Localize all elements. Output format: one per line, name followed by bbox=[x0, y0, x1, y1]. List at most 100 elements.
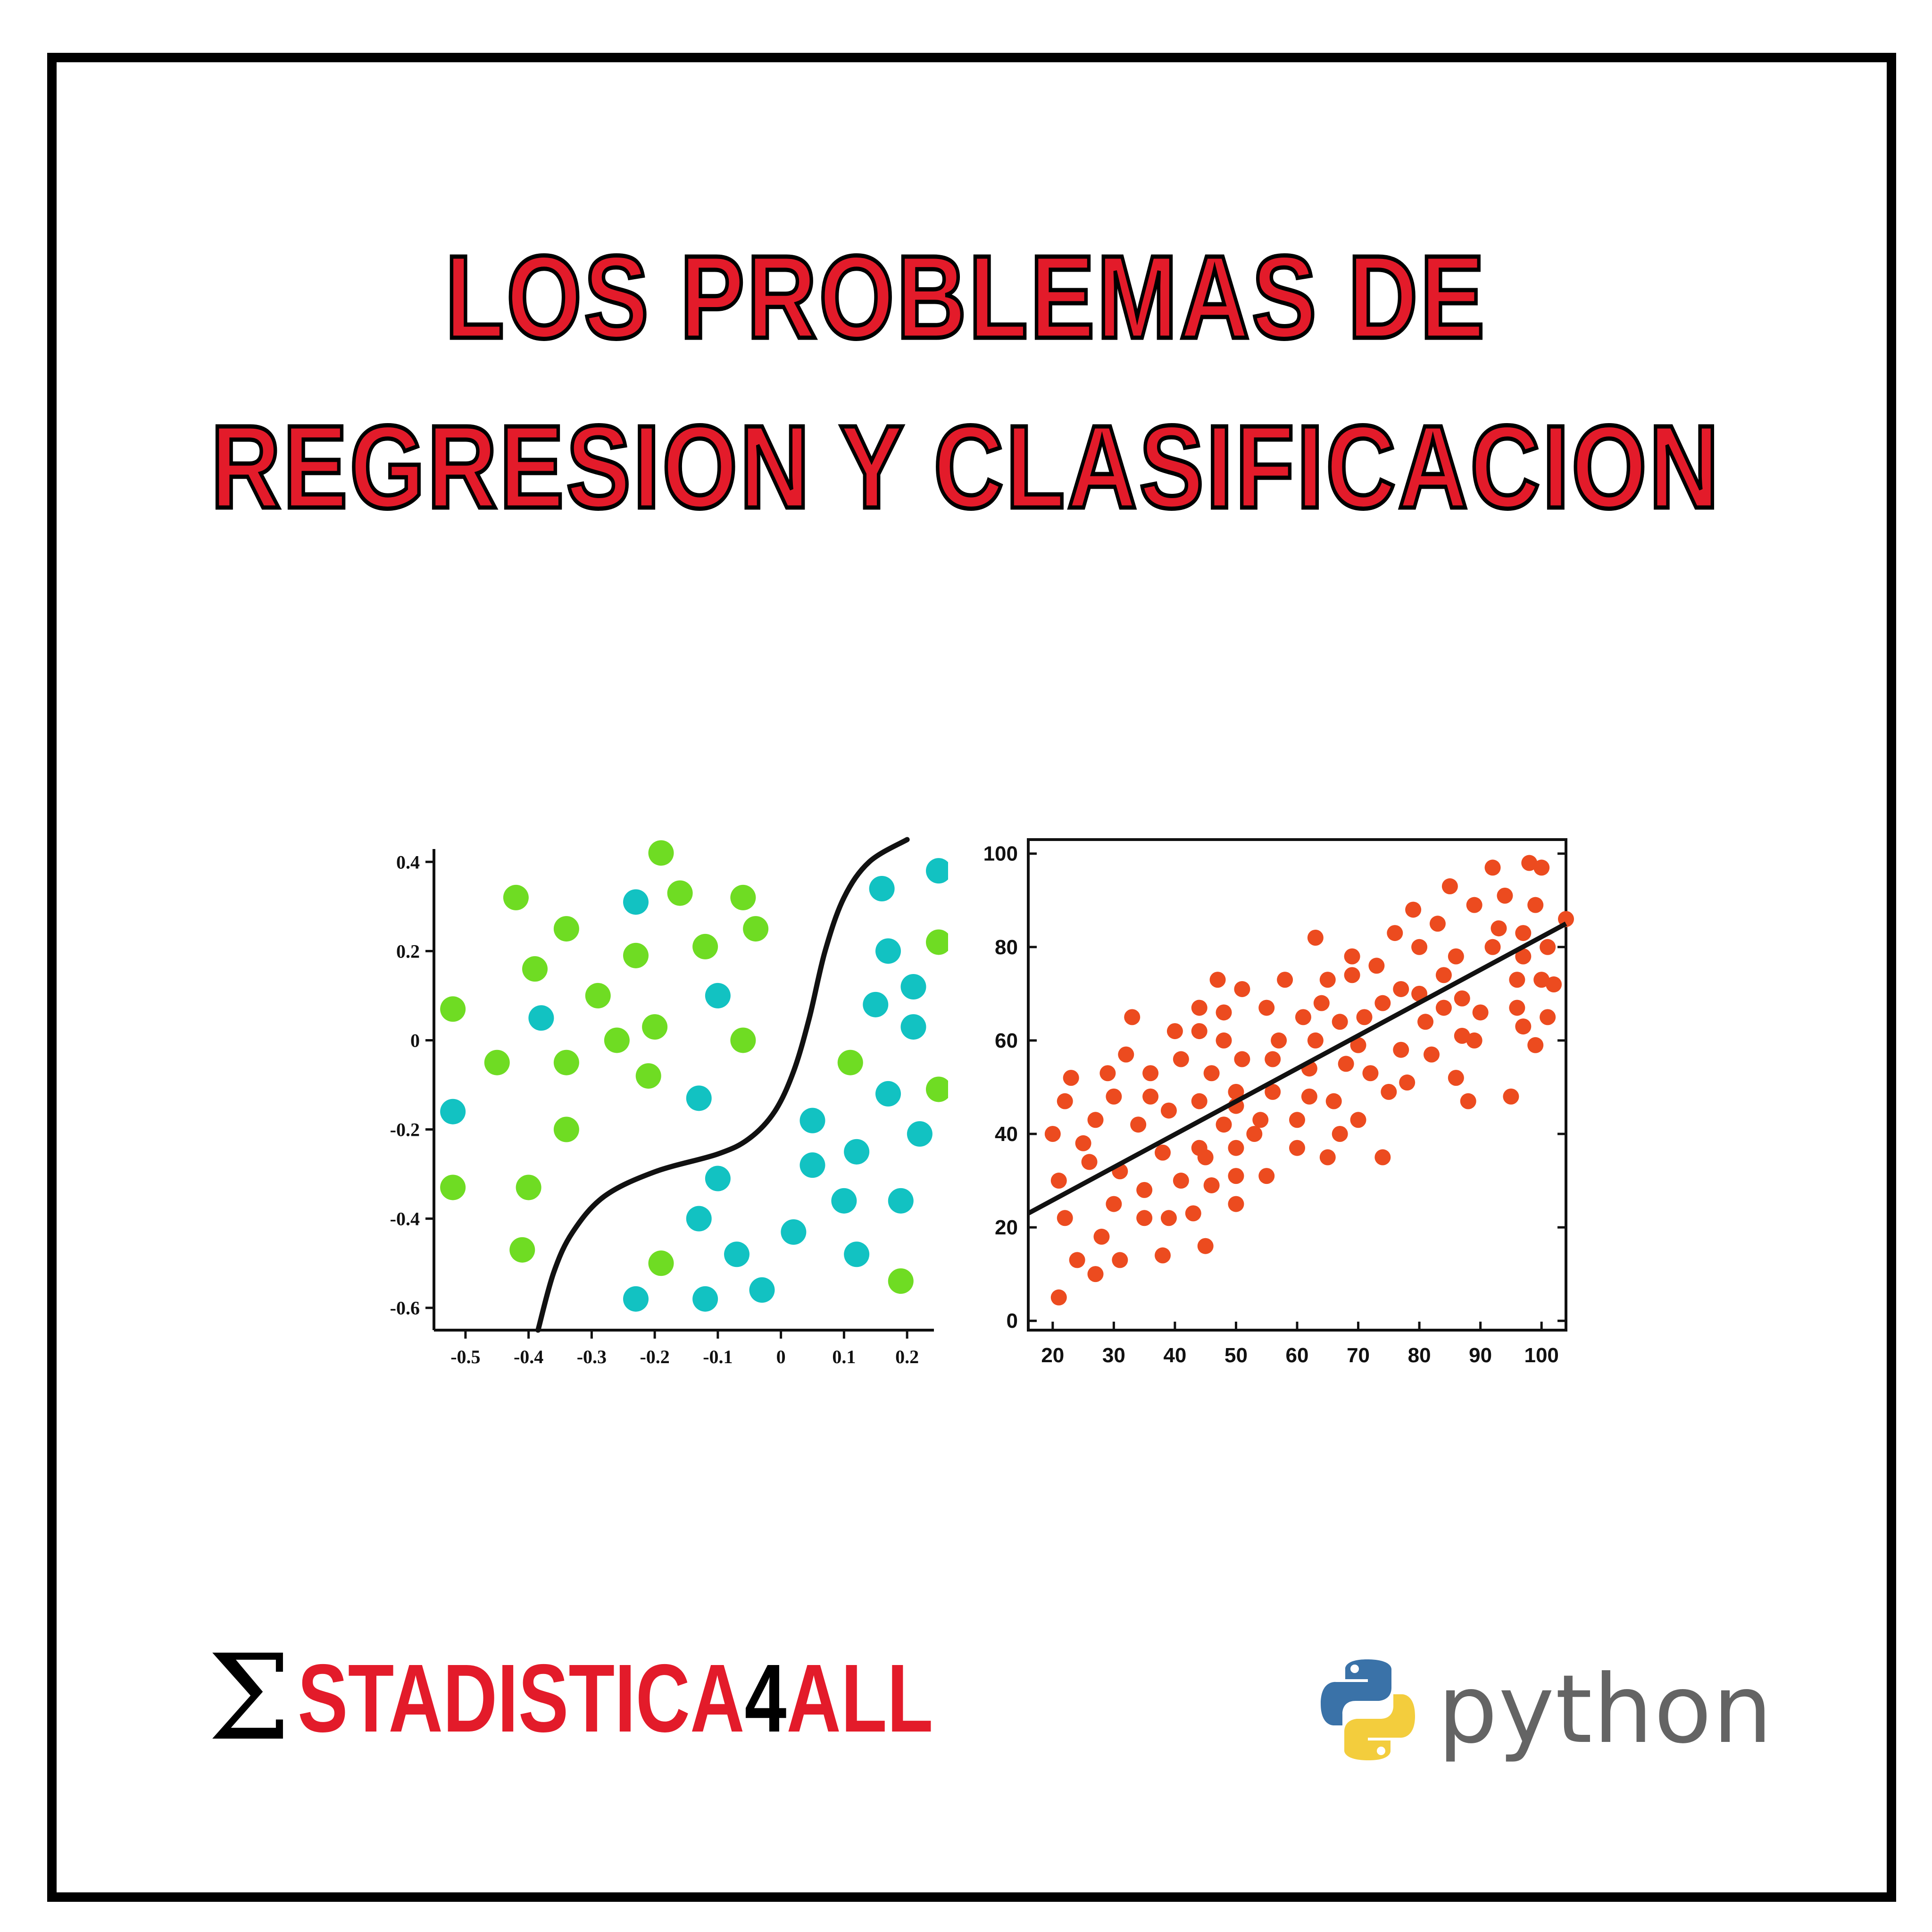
data-point bbox=[1289, 1140, 1305, 1156]
data-point bbox=[875, 1081, 901, 1107]
data-point bbox=[1252, 1112, 1269, 1128]
data-point bbox=[1118, 1046, 1134, 1063]
brand-part-3: ALL bbox=[786, 1644, 933, 1752]
data-point bbox=[831, 1188, 857, 1214]
data-point bbox=[730, 884, 756, 910]
data-point bbox=[1197, 1149, 1214, 1166]
data-point bbox=[1356, 1009, 1373, 1025]
sigma-icon: Σ bbox=[208, 1629, 291, 1766]
border-frame bbox=[47, 53, 1896, 1902]
data-point bbox=[1435, 999, 1452, 1016]
data-point bbox=[1173, 1051, 1189, 1067]
data-point bbox=[1203, 1177, 1220, 1193]
data-point bbox=[692, 933, 718, 959]
data-point bbox=[1374, 1149, 1391, 1166]
x-tick-label: 0.2 bbox=[895, 1346, 919, 1367]
data-point bbox=[907, 1121, 933, 1147]
y-tick-label: 0 bbox=[1007, 1309, 1018, 1332]
y-tick-label: -0.2 bbox=[390, 1119, 420, 1141]
data-point bbox=[1429, 916, 1446, 932]
data-point bbox=[484, 1049, 510, 1075]
data-point bbox=[1069, 1252, 1085, 1268]
y-tick-label: 20 bbox=[995, 1216, 1018, 1239]
data-point bbox=[1081, 1154, 1098, 1170]
x-tick-label: -0.2 bbox=[640, 1346, 669, 1367]
data-point bbox=[781, 1219, 807, 1245]
data-point bbox=[1399, 1074, 1416, 1091]
data-point bbox=[440, 1174, 466, 1200]
data-point bbox=[553, 1049, 579, 1075]
data-point bbox=[1344, 948, 1360, 965]
data-point bbox=[705, 1166, 731, 1191]
data-point bbox=[1228, 1168, 1244, 1184]
data-point bbox=[1234, 1051, 1250, 1067]
data-point bbox=[1344, 967, 1360, 983]
data-point bbox=[1185, 1205, 1201, 1222]
y-tick-label: -0.6 bbox=[390, 1298, 420, 1319]
data-point bbox=[1393, 1041, 1409, 1058]
data-point bbox=[1166, 1023, 1183, 1040]
y-tick-label: 80 bbox=[995, 936, 1018, 959]
data-point bbox=[1515, 925, 1532, 941]
data-point bbox=[900, 974, 926, 999]
y-tick-label: 100 bbox=[983, 842, 1018, 866]
data-point bbox=[749, 1277, 775, 1303]
data-point bbox=[837, 1049, 863, 1075]
data-point bbox=[1533, 859, 1550, 876]
data-point bbox=[1441, 878, 1458, 895]
data-point bbox=[1216, 1032, 1232, 1049]
x-tick-label: 80 bbox=[1408, 1344, 1431, 1367]
data-point bbox=[1368, 958, 1385, 974]
data-point bbox=[705, 983, 731, 1008]
data-point bbox=[1515, 948, 1532, 965]
data-point bbox=[926, 858, 948, 884]
data-point bbox=[1503, 1088, 1519, 1105]
data-point bbox=[623, 1286, 649, 1312]
y-tick-label: -0.4 bbox=[390, 1208, 420, 1230]
data-point bbox=[1197, 1238, 1214, 1254]
data-point bbox=[1393, 981, 1409, 997]
x-tick-label: 90 bbox=[1469, 1344, 1492, 1367]
page-title: LOS PROBLEMAS DE REGRESION Y CLASIFICACI… bbox=[174, 212, 1758, 552]
data-point bbox=[1258, 1168, 1275, 1184]
data-point bbox=[1313, 995, 1330, 1011]
data-point bbox=[1087, 1112, 1104, 1128]
data-point bbox=[1411, 939, 1428, 955]
python-logo: python bbox=[1316, 1656, 1774, 1764]
data-point bbox=[1515, 1018, 1532, 1035]
data-point bbox=[1234, 981, 1250, 997]
data-point bbox=[440, 1099, 466, 1124]
x-tick-label: 30 bbox=[1102, 1344, 1125, 1367]
data-point bbox=[1448, 948, 1464, 965]
data-point bbox=[1216, 1116, 1232, 1133]
x-tick-label: 0 bbox=[776, 1346, 786, 1367]
data-point bbox=[1124, 1009, 1141, 1025]
data-point bbox=[926, 1076, 948, 1102]
data-point bbox=[844, 1241, 870, 1267]
data-point bbox=[743, 916, 769, 942]
python-snake-icon bbox=[1321, 1659, 1415, 1760]
data-point bbox=[1466, 897, 1482, 913]
classification-chart: 0.4 0.2 0 -0.2 -0.4 -0.6 -0.5 -0.4 -0.3 -0.2 -0.1 0… bbox=[390, 837, 948, 1367]
data-point bbox=[1460, 1093, 1476, 1109]
data-point bbox=[1173, 1173, 1189, 1189]
data-point bbox=[509, 1237, 535, 1263]
data-point bbox=[440, 996, 466, 1022]
data-point bbox=[844, 1139, 870, 1165]
data-point bbox=[1558, 911, 1574, 927]
data-point bbox=[1228, 1140, 1244, 1156]
data-point bbox=[1050, 1173, 1067, 1189]
data-point bbox=[1435, 967, 1452, 983]
data-point bbox=[686, 1206, 712, 1232]
data-point bbox=[522, 956, 548, 982]
data-point bbox=[1466, 1032, 1482, 1049]
data-point bbox=[1203, 1065, 1220, 1082]
data-point bbox=[1271, 1032, 1287, 1049]
data-point bbox=[1362, 1065, 1379, 1082]
plot-frame bbox=[1027, 838, 1567, 1332]
data-point bbox=[1295, 1009, 1311, 1025]
data-point bbox=[1332, 1014, 1348, 1030]
data-point bbox=[692, 1286, 718, 1312]
data-point bbox=[1301, 1088, 1317, 1105]
data-point bbox=[1265, 1051, 1281, 1067]
